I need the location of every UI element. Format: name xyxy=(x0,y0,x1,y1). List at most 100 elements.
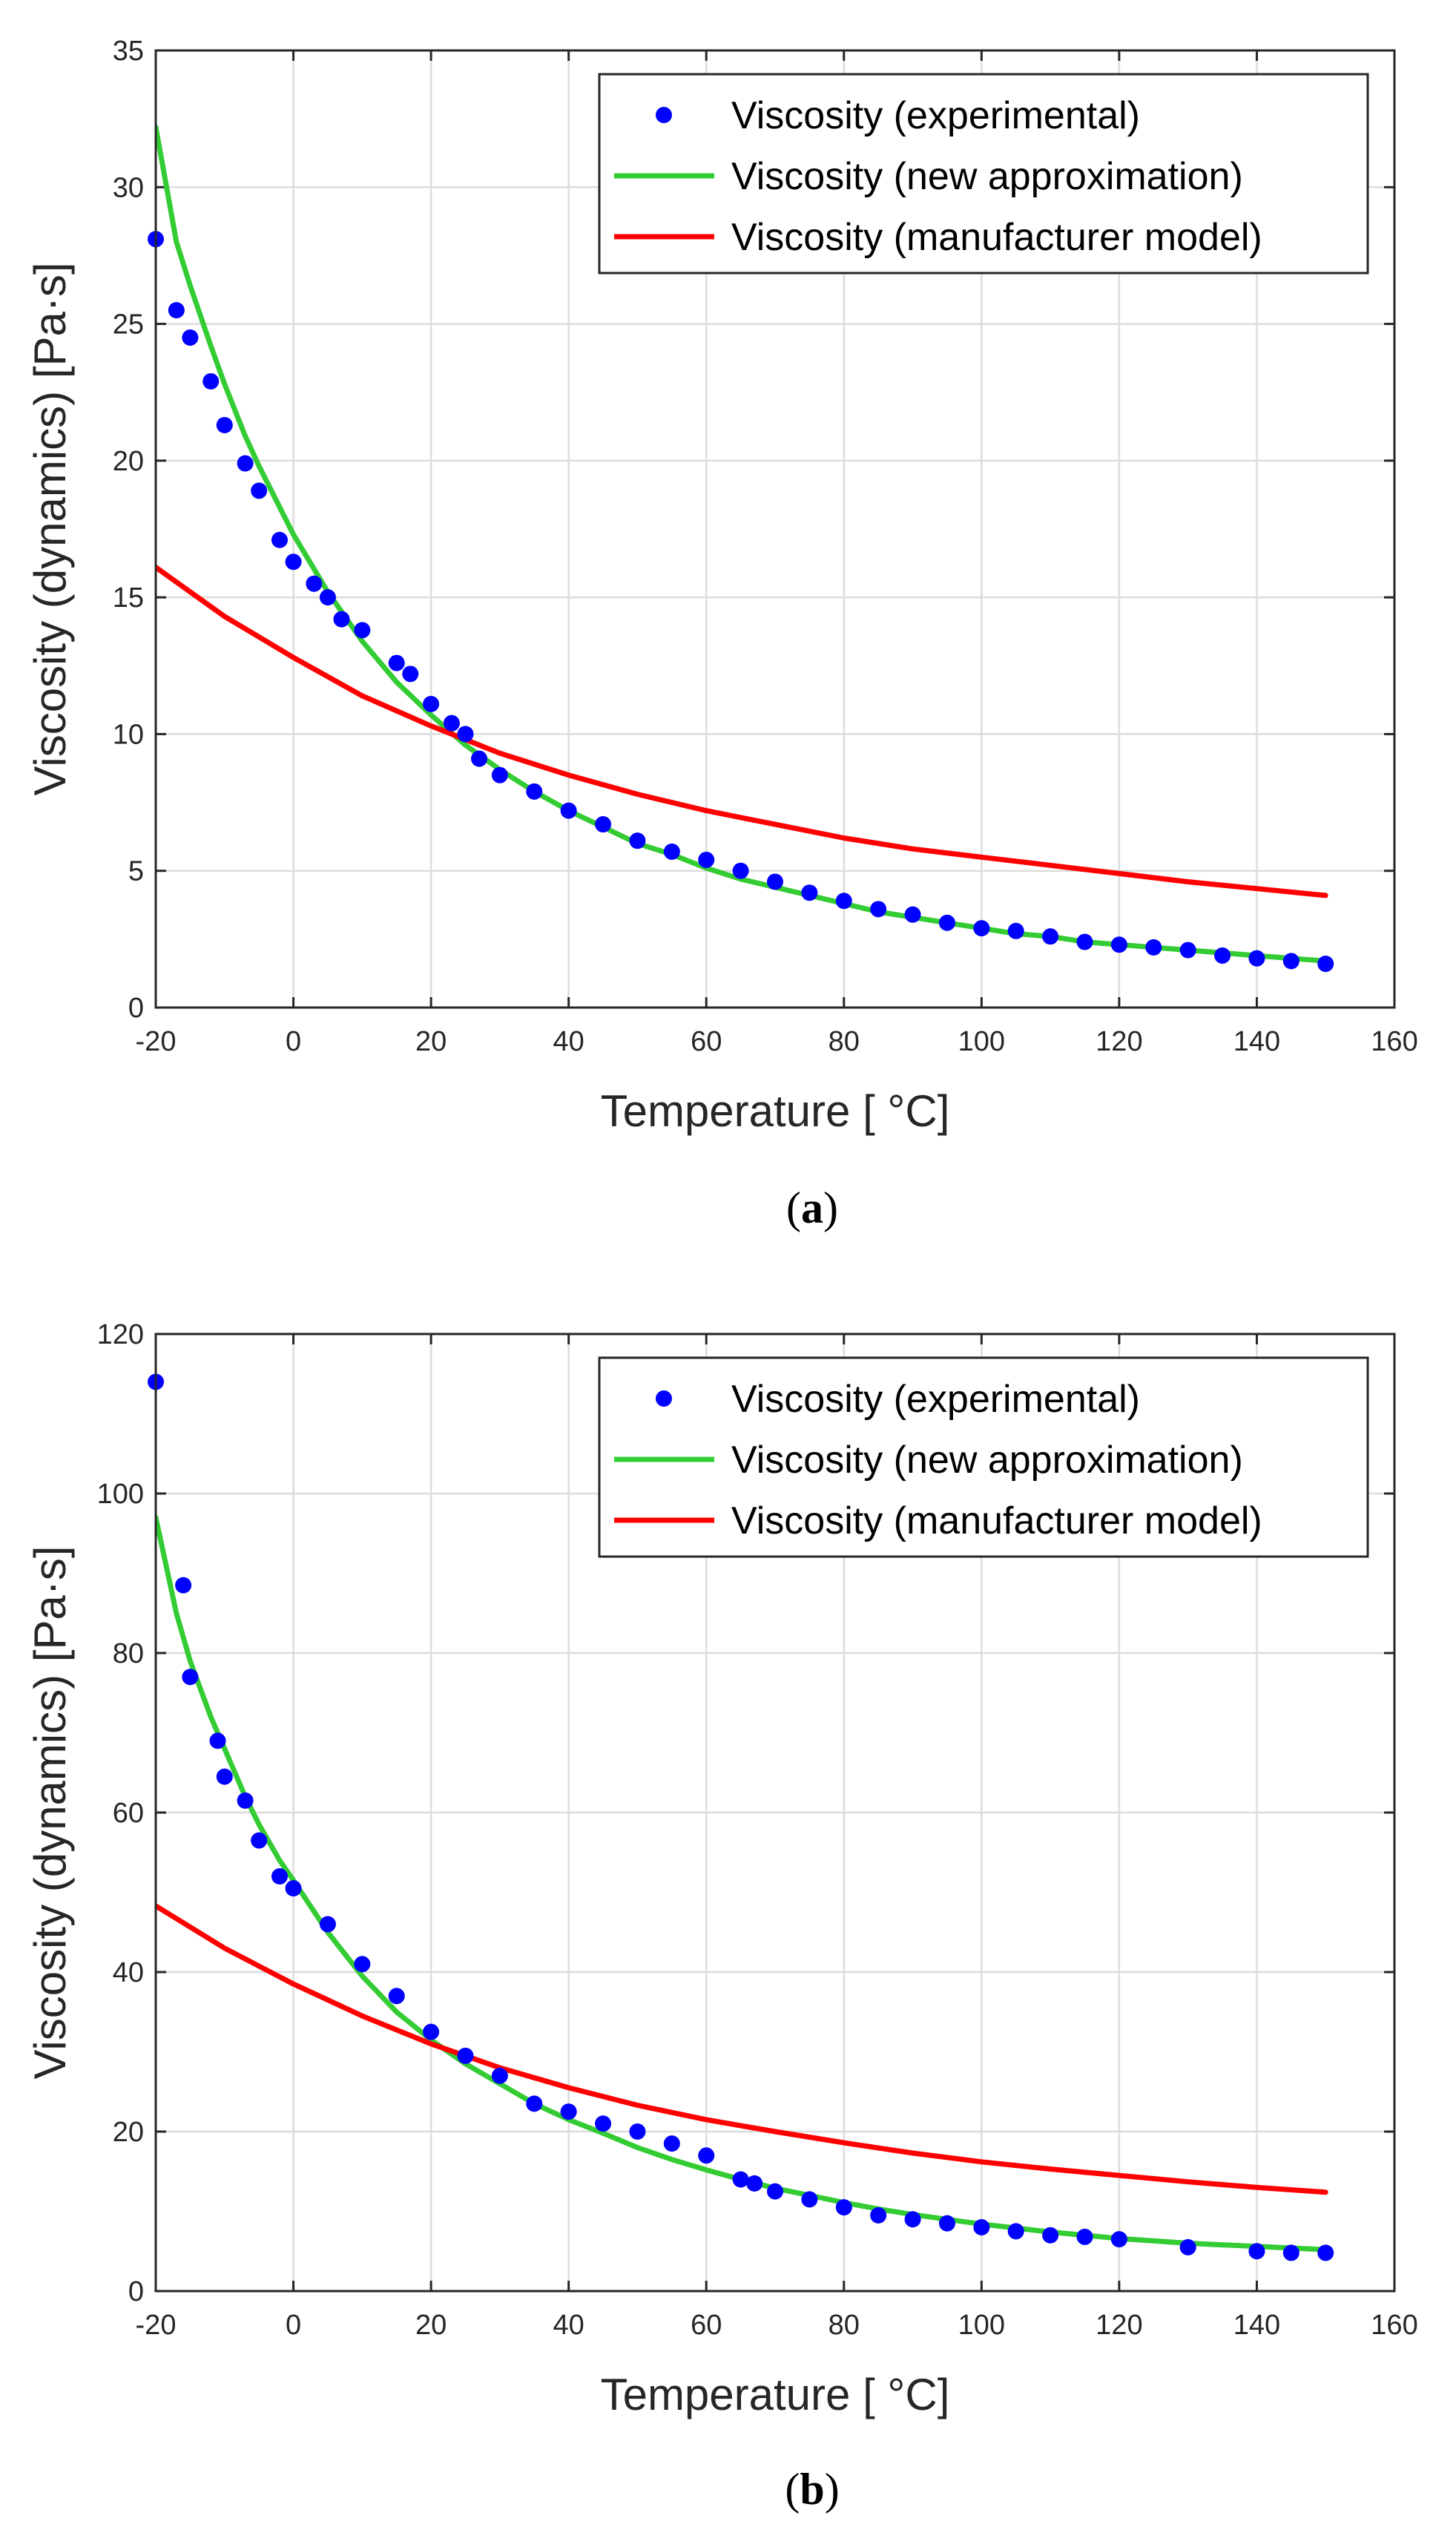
data-point-experimental xyxy=(319,1916,336,1933)
y-tick-label: 30 xyxy=(113,172,144,203)
data-point-experimental xyxy=(835,893,852,910)
data-point-experimental xyxy=(1076,2228,1093,2245)
y-tick-label: 40 xyxy=(113,1957,144,1988)
data-point-experimental xyxy=(1282,2244,1299,2261)
data-point-experimental xyxy=(354,1956,371,1973)
x-tick-label: 40 xyxy=(553,2310,584,2341)
data-point-experimental xyxy=(182,329,199,346)
figure-caption: (b) xyxy=(785,2465,839,2514)
legend: Viscosity (experimental) Viscosity (new a… xyxy=(598,1356,1369,1558)
data-point-experimental xyxy=(457,726,474,743)
data-point-experimental xyxy=(1179,2238,1196,2255)
data-point-experimental xyxy=(285,553,302,571)
data-point-experimental xyxy=(526,2095,543,2112)
legend-label: Viscosity (new approximation) xyxy=(731,1439,1243,1482)
x-tick-label: 80 xyxy=(829,1026,860,1057)
caption-close: ) xyxy=(823,1183,838,1232)
data-point-experimental xyxy=(629,832,646,850)
data-point-experimental xyxy=(443,714,460,732)
data-point-experimental xyxy=(663,843,680,860)
data-point-experimental xyxy=(216,1768,233,1785)
data-point-experimental xyxy=(1282,953,1299,970)
x-tick-label: 60 xyxy=(691,1026,722,1057)
legend-marker-experimental xyxy=(656,1390,672,1407)
data-point-experimental xyxy=(835,2199,852,2216)
data-point-experimental xyxy=(402,666,419,683)
data-point-experimental xyxy=(471,750,488,767)
caption-letter: a xyxy=(801,1183,823,1232)
data-point-experimental xyxy=(333,611,350,628)
caption-close: ) xyxy=(825,2465,840,2514)
x-tick-label: 160 xyxy=(1371,1026,1417,1057)
data-point-experimental xyxy=(271,531,288,548)
data-point-experimental xyxy=(1007,2223,1024,2240)
data-point-experimental xyxy=(423,2023,440,2040)
data-point-experimental xyxy=(1110,936,1127,953)
data-point-experimental xyxy=(904,2211,921,2228)
data-point-experimental xyxy=(698,851,715,868)
y-tick-label: 20 xyxy=(113,446,144,477)
data-point-experimental xyxy=(560,802,577,819)
data-point-experimental xyxy=(801,884,818,901)
data-point-experimental xyxy=(457,2047,474,2064)
data-point-experimental xyxy=(938,2215,955,2232)
data-point-experimental xyxy=(306,575,323,592)
x-tick-label: 60 xyxy=(691,2310,722,2341)
data-point-experimental xyxy=(202,372,220,390)
legend-box xyxy=(598,73,1369,275)
data-point-experimental xyxy=(732,862,749,879)
x-tick-label: 160 xyxy=(1371,2310,1417,2341)
data-point-experimental xyxy=(801,2191,818,2208)
axes-frame xyxy=(154,49,1396,1009)
legend-label: Viscosity (manufacturer model) xyxy=(731,216,1262,259)
legend-label: Viscosity (experimental) xyxy=(731,1378,1140,1421)
data-point-experimental xyxy=(746,2175,763,2192)
legend: Viscosity (experimental) Viscosity (new a… xyxy=(598,73,1369,275)
data-point-experimental xyxy=(1076,933,1093,950)
x-tick-label: -20 xyxy=(136,1026,177,1057)
data-point-experimental xyxy=(319,589,336,606)
data-point-experimental xyxy=(1248,2243,1265,2260)
data-point-experimental xyxy=(237,455,254,472)
data-point-experimental xyxy=(870,2207,887,2224)
data-point-experimental xyxy=(491,2067,508,2084)
legend-box xyxy=(598,1356,1369,1558)
x-tick-label: -20 xyxy=(136,2310,177,2341)
data-point-experimental xyxy=(1214,947,1231,964)
data-point-experimental xyxy=(491,766,508,783)
legend-label: Viscosity (manufacturer model) xyxy=(731,1499,1262,1542)
data-point-experimental xyxy=(1110,2231,1127,2248)
data-point-experimental xyxy=(271,1868,288,1885)
plot-series xyxy=(156,1514,1328,2253)
y-tick-label: 100 xyxy=(97,1479,144,1510)
y-tick-label: 35 xyxy=(113,36,144,67)
caption-open: ( xyxy=(785,2465,800,2514)
caption-open: ( xyxy=(786,1183,801,1232)
data-point-experimental xyxy=(1042,2227,1059,2244)
x-tick-label: 140 xyxy=(1233,2310,1280,2341)
caption-letter: b xyxy=(800,2465,824,2514)
data-point-experimental xyxy=(595,816,612,833)
y-tick-label: 60 xyxy=(113,1798,144,1829)
series-line-manufacturer-model xyxy=(156,1903,1328,2195)
x-tick-label: 40 xyxy=(553,1026,584,1057)
data-point-experimental xyxy=(904,906,921,923)
x-tick-label: 100 xyxy=(958,1026,1005,1057)
series-line-manufacturer-model xyxy=(156,565,1328,898)
x-tick-label: 20 xyxy=(415,2310,447,2341)
data-point-experimental xyxy=(182,1669,199,1686)
data-point-experimental xyxy=(1317,2244,1334,2261)
y-tick-label: 0 xyxy=(128,993,144,1024)
data-point-experimental xyxy=(1042,928,1059,945)
data-point-experimental xyxy=(251,482,268,499)
y-tick-label: 10 xyxy=(113,719,144,750)
data-point-experimental xyxy=(938,914,955,931)
y-axis-label: Viscosity (dynamics) [Pa·s] xyxy=(25,262,75,795)
legend-marker-experimental xyxy=(656,107,672,123)
data-point-experimental xyxy=(388,1988,405,2005)
y-tick-label: 80 xyxy=(113,1638,144,1669)
x-tick-label: 80 xyxy=(829,2310,860,2341)
data-point-experimental xyxy=(973,920,990,937)
chart-panel-a: -20 0 20 40 60 80 100 120 140 16005101520253035Vi… xyxy=(25,36,1418,1232)
x-tick-label: 100 xyxy=(958,2310,1005,2341)
